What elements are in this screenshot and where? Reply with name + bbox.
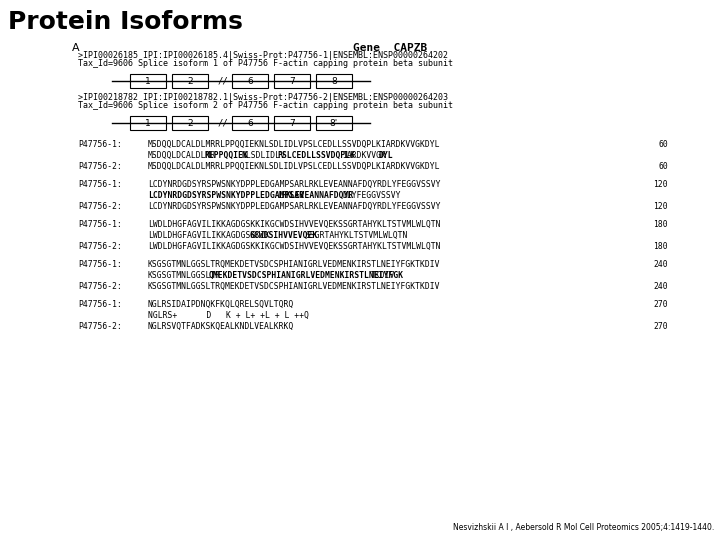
Text: DYL: DYL [379, 151, 393, 160]
Text: PSLCEDLLSSVDQPLK: PSLCEDLLSSVDQPLK [277, 151, 356, 160]
Text: TKDIV: TKDIV [371, 271, 395, 280]
Text: P47756-1:: P47756-1: [78, 140, 122, 149]
Text: 60: 60 [658, 140, 668, 149]
Text: KSGSGTMNLGGSLTRQMEKDETVSDCSPHIANIGRLVEDMENKIRSTLNEIYFGKTKDIV: KSGSGTMNLGGSLTRQMEKDETVSDCSPHIANIGRLVEDM… [148, 260, 441, 269]
Text: LWDLDHGFAGVILIKKAGDGSKKIKGCWDSIHVVEVQEKSSGRTAHYKLTSTVMLWLQTN: LWDLDHGFAGVILIKKAGDGSKKIKGCWDSIHVVEVQEKS… [148, 242, 441, 251]
Text: 2: 2 [187, 118, 193, 127]
Text: 270: 270 [653, 300, 668, 309]
Text: IARDKVVGK: IARDKVVGK [342, 151, 386, 160]
Text: P47756-1:: P47756-1: [78, 300, 122, 309]
Text: Nesvizhskii A I , Aebersold R Mol Cell Proteomics 2005;4:1419-1440.: Nesvizhskii A I , Aebersold R Mol Cell P… [453, 523, 714, 532]
Text: 6: 6 [247, 77, 253, 85]
Text: 120: 120 [653, 180, 668, 189]
Bar [316, 74, 352, 88]
Text: P47756-2:: P47756-2: [78, 202, 122, 211]
Text: Protein Isoforms: Protein Isoforms [8, 10, 243, 34]
Text: LWDLDHGFAGVILIKKAGDGSKKIK: LWDLDHGFAGVILIKKAGDGSKKIK [148, 231, 270, 240]
Bar [232, 74, 268, 88]
Text: 240: 240 [653, 260, 668, 269]
Text: NGLRS+      D   K + L+ +L + L ++Q: NGLRS+ D K + L+ +L + L ++Q [148, 311, 309, 320]
Text: RLPPQQIEK: RLPPQQIEK [204, 151, 248, 160]
Text: >IPI00026185 IPI:IPI00026185.4|Swiss-Prot:P47756-1|ENSEMBL:ENSP00000264202: >IPI00026185 IPI:IPI00026185.4|Swiss-Pro… [78, 51, 448, 60]
Text: MSDQQLDCALDLMRRLPPQQIEKNLSDLIDLVPSLCEDLLSSVDQPLKIARDKVVGKDYL: MSDQQLDCALDLMRRLPPQQIEKNLSDLIDLVPSLCEDLL… [148, 140, 441, 149]
Text: Tax_Id=9606 Splice isoform 1 of P47756 F-actin capping protein beta subunit: Tax_Id=9606 Splice isoform 1 of P47756 F… [78, 59, 453, 68]
Bar [274, 116, 310, 130]
Bar [232, 116, 268, 130]
Text: LCDYNRDGDSYRSPWSNKYDPPLEDGAMPSARLRKLEVEANNAFDQYRDLYFEGGVSSVY: LCDYNRDGDSYRSPWSNKYDPPLEDGAMPSARLRKLEVEA… [148, 202, 441, 211]
Text: A: A [72, 43, 80, 53]
Text: P47756-2:: P47756-2: [78, 282, 122, 291]
Text: 7: 7 [289, 77, 295, 85]
Text: GCWDSIHVVEVQEK: GCWDSIHVVEVQEK [249, 231, 318, 240]
Text: //: // [217, 77, 228, 85]
Text: SSGRTAHYKLTSTVMLWLQTN: SSGRTAHYKLTSTVMLWLQTN [306, 231, 408, 240]
Bar [316, 116, 352, 130]
Text: P47756-1:: P47756-1: [78, 260, 122, 269]
Text: 1: 1 [145, 77, 151, 85]
Text: KLEVEANNAFDQYR: KLEVEANNAFDQYR [286, 191, 354, 200]
Text: NGLRSIDAIPDNQKFKQLQRELSQVLTQRQ: NGLRSIDAIPDNQKFKQLQRELSQVLTQRQ [148, 300, 294, 309]
Text: >IPI00218782 IPI:IPI00218782.1|Swiss-Prot:P47756-2|ENSEMBL:ENSP00000264203: >IPI00218782 IPI:IPI00218782.1|Swiss-Pro… [78, 93, 448, 102]
Text: LCDYNRDGDSYRSPWSNKYDPPLEDGAMPSARLRKLEVEANNAFDQYRDLYFEGGVSSVY: LCDYNRDGDSYRSPWSNKYDPPLEDGAMPSARLRKLEVEA… [148, 180, 441, 189]
Text: 7: 7 [289, 118, 295, 127]
Bar [130, 116, 166, 130]
Text: Tax_Id=9606 Splice isoform 2 of P47756 F-actin capping protein beta subunit: Tax_Id=9606 Splice isoform 2 of P47756 F… [78, 101, 453, 110]
Text: 60: 60 [658, 162, 668, 171]
Text: 8: 8 [331, 77, 337, 85]
Text: 270: 270 [653, 322, 668, 331]
Text: DLYFEGGVSSVY: DLYFEGGVSSVY [342, 191, 401, 200]
Text: 120: 120 [653, 202, 668, 211]
Text: LR: LR [277, 191, 287, 200]
Text: NGLRSVQTFADKSKQEALKNDLVEALKRKQ: NGLRSVQTFADKSKQEALKNDLVEALKRKQ [148, 322, 294, 331]
Text: 1: 1 [145, 118, 151, 127]
Text: 180: 180 [653, 220, 668, 229]
Text: MSDQQLDCALDLMR: MSDQQLDCALDLMR [148, 151, 216, 160]
Text: P47756-2:: P47756-2: [78, 162, 122, 171]
Text: 2: 2 [187, 77, 193, 85]
Text: 180: 180 [653, 242, 668, 251]
Bar [172, 74, 208, 88]
Text: 6: 6 [247, 118, 253, 127]
Text: QMEKDETVSDCSPHIANIGRLVEDMENKIRSTLNEIYFGK: QMEKDETVSDCSPHIANIGRLVEDMENKIRSTLNEIYFGK [209, 271, 404, 280]
Text: P47756-1:: P47756-1: [78, 220, 122, 229]
Text: 8': 8' [330, 118, 338, 127]
Text: P47756-2:: P47756-2: [78, 242, 122, 251]
Text: KSGSGTMNLGGSLTR: KSGSGTMNLGGSLTR [148, 271, 221, 280]
Bar [172, 116, 208, 130]
Text: LWDLDHGFAGVILIKKAGDGSKKIKGCWDSIHVVEVQEKSSGRTAHYKLTSTVMLWLQTN: LWDLDHGFAGVILIKKAGDGSKKIKGCWDSIHVVEVQEKS… [148, 220, 441, 229]
Text: KSGSGTMNLGGSLTRQMEKDETVSDCSPHIANIGRLVEDMENKIRSTLNEIYFGKTKDIV: KSGSGTMNLGGSLTRQMEKDETVSDCSPHIANIGRLVEDM… [148, 282, 441, 291]
Text: 240: 240 [653, 282, 668, 291]
Text: MSDQQLDCALDLMRRLPPQQIEKNLSDLIDLVPSLCEDLLSSVDQPLKIARDKVVGKDYL: MSDQQLDCALDLMRRLPPQQIEKNLSDLIDLVPSLCEDLL… [148, 162, 441, 171]
Bar [274, 74, 310, 88]
Text: Gene  CAPZB: Gene CAPZB [353, 43, 427, 53]
Text: P47756-2:: P47756-2: [78, 322, 122, 331]
Text: NLSDLIDLV: NLSDLIDLV [241, 151, 285, 160]
Bar [130, 74, 166, 88]
Text: LCDYNRDGDSYRSPWSNKYDPPLEDGAMPSAR: LCDYNRDGDSYRSPWSNKYDPPLEDGAMPSAR [148, 191, 304, 200]
Text: P47756-1:: P47756-1: [78, 180, 122, 189]
Text: //: // [217, 118, 228, 127]
